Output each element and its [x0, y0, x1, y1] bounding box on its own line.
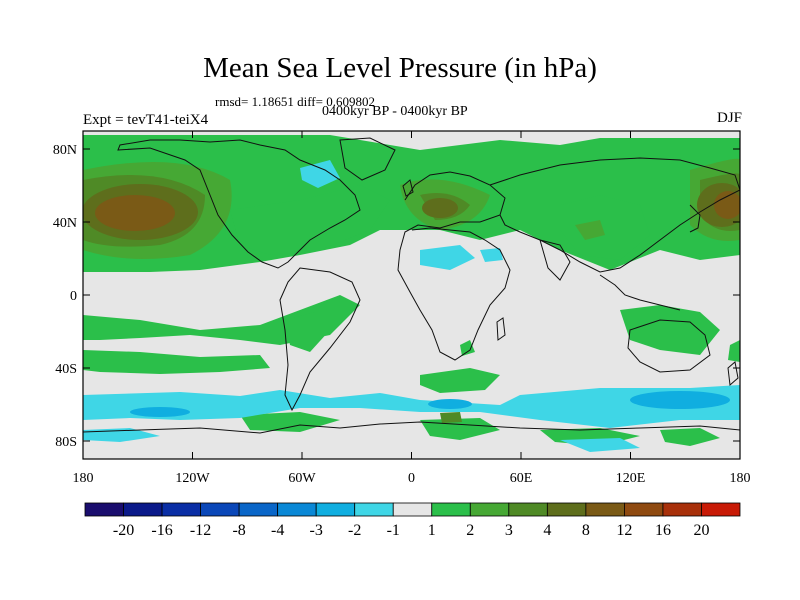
colorbar-box	[431, 502, 471, 517]
x-tick-label: 120E	[616, 471, 646, 486]
colorbar-box	[585, 502, 625, 517]
y-tick-label: 80S	[55, 435, 77, 450]
colorbar-label: 1	[428, 522, 436, 539]
stats-subtitle: rmsd= 1.18651 diff= 0.609802	[215, 94, 375, 109]
colorbar-label: -3	[310, 522, 323, 539]
period-subtitle: 0400kyr BP - 0400kyr BP	[322, 104, 468, 119]
colorbar-label: 12	[616, 522, 632, 539]
colorbar-box	[315, 502, 356, 517]
y-tick-label: 0	[70, 289, 77, 304]
colorbar-box	[277, 502, 317, 517]
colorbar-box	[546, 502, 587, 517]
colorbar-box	[354, 502, 394, 517]
colorbar-box	[392, 502, 433, 517]
coastlines	[83, 137, 740, 434]
negative-anomaly-regions	[83, 160, 740, 452]
colorbar	[84, 502, 741, 517]
colorbar-box	[238, 502, 279, 517]
chart-title: Mean Sea Level Pressure (in hPa)	[203, 52, 597, 84]
y-tick-labels: 80N 40N 0 40S 80S	[53, 143, 77, 450]
colorbar-label: -12	[190, 522, 211, 539]
colorbar-label: 16	[655, 522, 671, 539]
colorbar-label: 3	[505, 522, 513, 539]
colorbar-label: -16	[151, 522, 172, 539]
y-tick-marks	[83, 148, 740, 442]
colorbar-box	[84, 502, 124, 517]
x-tick-label: 0	[408, 471, 415, 486]
colorbar-box	[624, 502, 664, 517]
colorbar-label: 20	[693, 522, 709, 539]
colorbar-label: -1	[387, 522, 400, 539]
colorbar-label: -4	[271, 522, 284, 539]
x-tick-label: 60W	[288, 471, 316, 486]
y-tick-label: 40S	[55, 362, 77, 377]
map-field	[83, 131, 740, 459]
x-tick-label: 180	[730, 471, 751, 486]
colorbar-label: -8	[232, 522, 245, 539]
colorbar-box	[662, 502, 702, 517]
colorbar-box	[508, 502, 548, 517]
colorbar-box	[469, 502, 510, 517]
experiment-label: Expt = tevT41-teiX4	[83, 112, 209, 128]
colorbar-label: 8	[582, 522, 590, 539]
colorbar-box	[701, 502, 741, 517]
x-tick-label: 120W	[175, 471, 210, 486]
season-label: DJF	[716, 110, 742, 126]
y-tick-label: 80N	[53, 143, 77, 158]
colorbar-label: -20	[113, 522, 134, 539]
x-tick-label: 180	[73, 471, 94, 486]
y-tick-label: 40N	[53, 216, 77, 231]
colorbar-labels: -20 -16 -12 -8 -4 -3 -2 -1 1 2 3 4 8 12 16 20	[113, 522, 710, 539]
colorbar-box	[161, 502, 201, 517]
x-tick-label: 60E	[510, 471, 533, 486]
colorbar-box	[123, 502, 163, 517]
x-tick-labels: 180 120W 60W 0 60E 120E 180	[73, 471, 751, 486]
negative-anomaly-strong	[130, 391, 730, 417]
colorbar-label: 4	[543, 522, 551, 539]
positive-anomaly-max	[95, 191, 740, 231]
colorbar-label: 2	[466, 522, 474, 539]
colorbar-box	[200, 502, 240, 517]
x-tick-marks	[82, 131, 741, 459]
colorbar-label: -2	[348, 522, 361, 539]
